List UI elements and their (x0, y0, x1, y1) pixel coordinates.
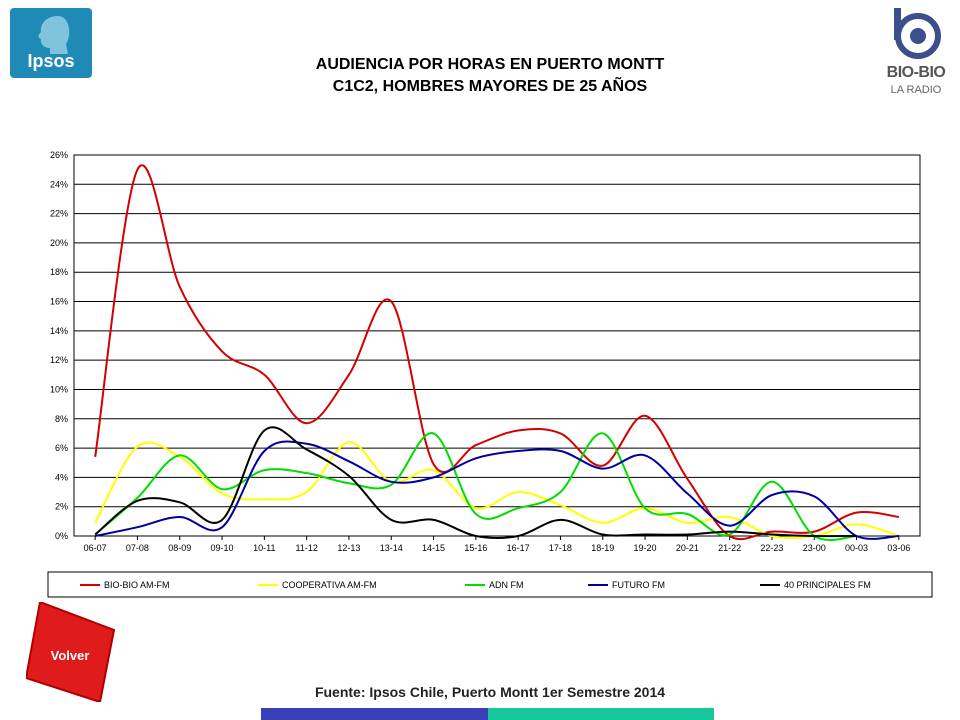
y-tick-label: 0% (55, 531, 68, 541)
y-tick-label: 10% (50, 384, 68, 394)
y-tick-label: 14% (50, 326, 68, 336)
x-tick-label: 17-18 (549, 543, 572, 553)
y-tick-label: 18% (50, 267, 68, 277)
x-tick-label: 11-12 (295, 543, 317, 553)
y-tick-label: 16% (50, 297, 68, 307)
series-line-2 (94, 432, 857, 541)
ipsos-face-icon (38, 16, 70, 54)
y-tick-label: 12% (50, 355, 68, 365)
grid-lines (74, 183, 920, 508)
x-tick-label: 13-14 (380, 543, 403, 553)
chart-title-line1: AUDIENCIA POR HORAS EN PUERTO MONTT (315, 56, 665, 73)
x-tick-label: 09-10 (211, 543, 234, 553)
chart-title-line2: C1C2, HOMBRES MAYORES DE 25 AÑOS (332, 78, 648, 95)
legend-label: BIO-BIO AM-FM (104, 580, 170, 590)
plot-area (73, 154, 921, 537)
x-tick-label: 23-00 (803, 543, 826, 553)
footer-bar-left (261, 708, 488, 720)
y-tick-label: 8% (55, 414, 68, 424)
series-line-3 (94, 440, 899, 540)
x-tick-label: 14-15 (422, 543, 445, 553)
series-lines (94, 164, 900, 541)
y-tick-label: 22% (50, 209, 68, 219)
legend-box (47, 571, 933, 598)
x-tick-label: 03-06 (887, 543, 910, 553)
y-tick-label: 20% (50, 238, 68, 248)
x-tick-label: 20-21 (676, 543, 699, 553)
x-tick-label: 18-19 (591, 543, 614, 553)
x-tick-label: 21-22 (718, 543, 741, 553)
x-tick-label: 06-07 (84, 543, 107, 553)
x-tick-label: 16-17 (507, 543, 530, 553)
x-tick-label: 22-23 (760, 543, 783, 553)
y-tick-label: 24% (50, 179, 68, 189)
y-tick-label: 2% (55, 502, 68, 512)
y-tick-label: 4% (55, 472, 68, 482)
biobio-logo-text: BIO-BIO (886, 64, 946, 81)
y-tick-label: 26% (50, 150, 68, 160)
x-tick-label: 10-11 (253, 543, 275, 553)
x-tick-label: 15-16 (464, 543, 487, 553)
source-note: Fuente: Ipsos Chile, Puerto Montt 1er Se… (314, 684, 666, 700)
legend-label: COOPERATIVA AM-FM (282, 580, 377, 590)
biobio-logo-subtext: LA RADIO (890, 84, 942, 96)
legend-label: FUTURO FM (612, 580, 665, 590)
x-tick-label: 19-20 (634, 543, 657, 553)
legend: BIO-BIO AM-FM COOPERATIVA AM-FM ADN FM FUTU… (80, 580, 871, 590)
x-tick-label: 00-03 (845, 543, 868, 553)
x-tick-label: 12-13 (337, 543, 360, 553)
footer-bar-right (488, 708, 714, 720)
volver-label: Volver (51, 648, 90, 663)
x-axis: 06-07 07-08 08-09 09-10 10-11 11-12 12-13 13-14… (84, 536, 910, 553)
volver-button[interactable]: Volver (26, 602, 116, 702)
x-tick-label: 08-09 (168, 543, 191, 553)
chart-title: AUDIENCIA POR HORAS EN PUERTO MONTT C1C2… (200, 54, 780, 98)
ipsos-logo-text: Ipsos (27, 51, 75, 71)
y-tick-label: 6% (55, 443, 68, 453)
biobio-emblem-icon (894, 8, 941, 59)
legend-label: 40 PRINCIPALES FM (784, 580, 871, 590)
legend-label: ADN FM (489, 580, 524, 590)
biobio-logo: BIO-BIO LA RADIO (880, 6, 952, 101)
x-tick-label: 07-08 (126, 543, 149, 553)
series-line-4 (94, 426, 857, 540)
y-axis: 0% 2% 4% 6% 8% 10% 12% 14% 16% 18% 20% 22% 24% 26% (50, 150, 68, 541)
ipsos-logo: Ipsos (10, 8, 92, 78)
